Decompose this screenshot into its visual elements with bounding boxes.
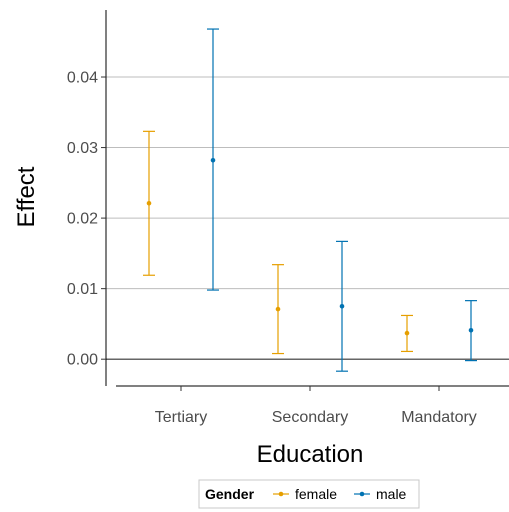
legend-label-male: male bbox=[376, 486, 407, 502]
point-female-0 bbox=[146, 200, 152, 206]
point-male-1 bbox=[339, 303, 345, 309]
y-tick-label-4: 0.04 bbox=[67, 70, 98, 87]
point-female-2 bbox=[404, 330, 410, 336]
gridlines bbox=[106, 76, 509, 290]
errorbar-female-2 bbox=[401, 314, 413, 353]
x-tick-label-1: Secondary bbox=[272, 409, 349, 426]
legend-key-point-female bbox=[278, 491, 284, 497]
y-tick-label-1: 0.01 bbox=[67, 281, 98, 298]
y-tick-label-2: 0.02 bbox=[67, 211, 98, 228]
point-female-1 bbox=[275, 306, 281, 312]
error-bars bbox=[143, 28, 477, 372]
legend-key-point-male bbox=[359, 491, 365, 497]
legend-label-female: female bbox=[295, 486, 337, 502]
legend-title: Gender bbox=[205, 486, 255, 502]
x-axis-title: Education bbox=[257, 441, 364, 468]
legend-items: female male bbox=[273, 486, 407, 502]
x-tick-label-0: Tertiary bbox=[155, 409, 207, 426]
x-tick-label-2: Mandatory bbox=[401, 409, 477, 426]
y-tick-label-3: 0.03 bbox=[67, 140, 98, 157]
y-ticks: 0.00 0.01 0.02 0.03 0.04 bbox=[67, 70, 106, 369]
y-axis-title: Effect bbox=[13, 166, 40, 227]
y-tick-label-0: 0.00 bbox=[67, 352, 98, 369]
legend-box bbox=[198, 479, 420, 509]
errorbar-male-1 bbox=[336, 240, 348, 372]
errorbar-male-2 bbox=[465, 300, 477, 362]
errorbar-male-0 bbox=[207, 28, 219, 291]
errorbar-female-0 bbox=[143, 130, 155, 276]
point-male-2 bbox=[468, 327, 474, 333]
point-male-0 bbox=[210, 157, 216, 163]
legend: Gender female male bbox=[198, 479, 420, 509]
x-ticks: Tertiary Secondary Mandatory bbox=[155, 386, 477, 426]
errorbar-female-1 bbox=[272, 264, 284, 355]
